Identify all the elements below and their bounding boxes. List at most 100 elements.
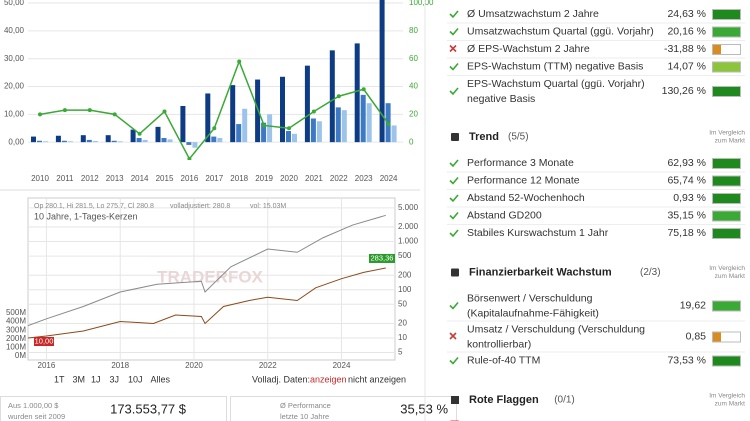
bar — [211, 136, 217, 143]
row-value: 35,15 % — [667, 209, 706, 221]
rating-fill — [713, 229, 740, 238]
rating-fill — [713, 211, 740, 221]
y2-tick-label: 80 — [409, 26, 418, 35]
rating-fill — [713, 62, 740, 72]
check-icon — [449, 27, 459, 36]
x-tick-label: 2016 — [38, 361, 56, 370]
rating-fill — [713, 356, 740, 366]
bar — [37, 140, 42, 143]
bar — [80, 135, 86, 143]
x-tick-label: 2020 — [185, 361, 203, 370]
row-label: (Kapitalaufnahme-Fähigkeit) — [467, 307, 599, 319]
row-value: 19,62 — [680, 299, 706, 311]
x-tick-label: 2021 — [305, 174, 323, 183]
range-button[interactable]: 1T — [54, 374, 65, 384]
range-button[interactable]: 3J — [110, 374, 120, 384]
row-value: 0,85 — [686, 330, 707, 342]
section-score: (5/5) — [508, 132, 529, 143]
bar — [111, 140, 117, 143]
volume-tick-label: 500M — [6, 308, 26, 317]
adj-on[interactable]: anzeigen — [310, 374, 347, 384]
row-value: 130,26 % — [662, 85, 706, 97]
row-label: Rule-of-40 TTM — [467, 354, 540, 366]
bar — [316, 121, 322, 143]
summary-label: letzte 10 Jahre — [280, 412, 329, 421]
bar — [304, 65, 310, 143]
legend-text: volladjustiert: 280.8 — [170, 203, 230, 210]
y-tick-label: 20 — [398, 319, 407, 328]
y-tick-label: 10,00 — [4, 109, 25, 118]
legend-text: Op 280.1, Hi 281.5, Lo 275.7, Cl 280.8 — [34, 203, 154, 210]
bar — [117, 141, 123, 143]
bar — [292, 133, 297, 143]
compare-label: Im Vergleich — [709, 130, 745, 137]
price-line — [28, 267, 386, 339]
bar — [31, 136, 36, 143]
summary-box — [230, 396, 457, 421]
cross-icon — [449, 44, 457, 53]
lines — [28, 214, 386, 339]
trend-point — [386, 122, 391, 127]
bar — [67, 141, 73, 143]
last-price: 283,36 — [371, 253, 394, 262]
volume-tick-label: 300M — [6, 325, 26, 334]
y2-tick-label: 0 — [409, 137, 414, 146]
row-label: Ø EPS-Wachstum 2 Jahre — [467, 43, 590, 55]
volume-tick-label: 400M — [6, 317, 26, 326]
x-tick-label: 2024 — [333, 361, 351, 370]
x-tick-label: 2013 — [106, 174, 124, 183]
x-tick-label: 2024 — [380, 174, 398, 183]
bar — [261, 122, 267, 143]
check-icon — [449, 87, 459, 96]
bar — [61, 140, 67, 143]
row-value: 62,93 % — [667, 157, 706, 169]
bar — [286, 131, 291, 143]
watermark: TRADERFOX — [157, 267, 263, 286]
x-tick-label: 2019 — [255, 174, 273, 183]
row-label: Umsatz / Verschuldung (Verschuldung — [467, 323, 645, 335]
range-button[interactable]: 3M — [73, 374, 86, 384]
y-tick-label: 50 — [398, 299, 407, 308]
rating-frame — [712, 331, 741, 343]
row-value: 20,16 % — [667, 25, 706, 37]
volume-tick-label: 0M — [15, 351, 26, 360]
range-button[interactable]: Alles — [151, 374, 171, 384]
check-icon — [449, 10, 459, 19]
rating-fill — [713, 194, 740, 203]
price-frame — [27, 197, 396, 361]
section-score: (2/3) — [640, 267, 661, 278]
x-tick-label: 2020 — [280, 174, 298, 183]
trend-point — [361, 87, 366, 92]
y2-tick-label: 20 — [409, 109, 418, 118]
x-tick-label: 2010 — [31, 174, 49, 183]
row-label: Stabiles Kurswachstum 1 Jahr — [467, 227, 609, 239]
row-value: 65,74 % — [667, 174, 706, 186]
bar — [155, 126, 161, 143]
row-value: -31,88 % — [664, 43, 706, 55]
y-tick-label: 10 — [398, 333, 407, 342]
compare-label: zum Markt — [715, 138, 746, 145]
bar — [130, 129, 136, 143]
row-label: Performance 3 Monate — [467, 157, 574, 169]
x-tick-label: 2014 — [131, 174, 149, 183]
first-price: 10,00 — [35, 336, 54, 345]
x-tick-label: 2016 — [181, 174, 199, 183]
bar — [366, 103, 372, 143]
trend-point — [87, 108, 92, 113]
range-button[interactable]: 10J — [128, 374, 143, 384]
y-tick-label: 0,00 — [8, 137, 24, 146]
bar — [161, 137, 167, 143]
rating-fill — [713, 27, 740, 37]
bar — [55, 135, 61, 143]
y-tick-label: 20,00 — [4, 82, 25, 91]
x-tick-label: 2023 — [355, 174, 373, 183]
compare-label: Im Vergleich — [709, 265, 745, 272]
section-score: (0/1) — [554, 395, 575, 406]
range-button[interactable]: 1J — [91, 374, 101, 384]
y-tick-label: 200 — [398, 270, 412, 279]
adj-off[interactable]: nicht anzeigen — [348, 374, 406, 384]
x-tick-label: 2017 — [205, 174, 223, 183]
bar — [192, 142, 198, 148]
bar — [310, 118, 316, 143]
